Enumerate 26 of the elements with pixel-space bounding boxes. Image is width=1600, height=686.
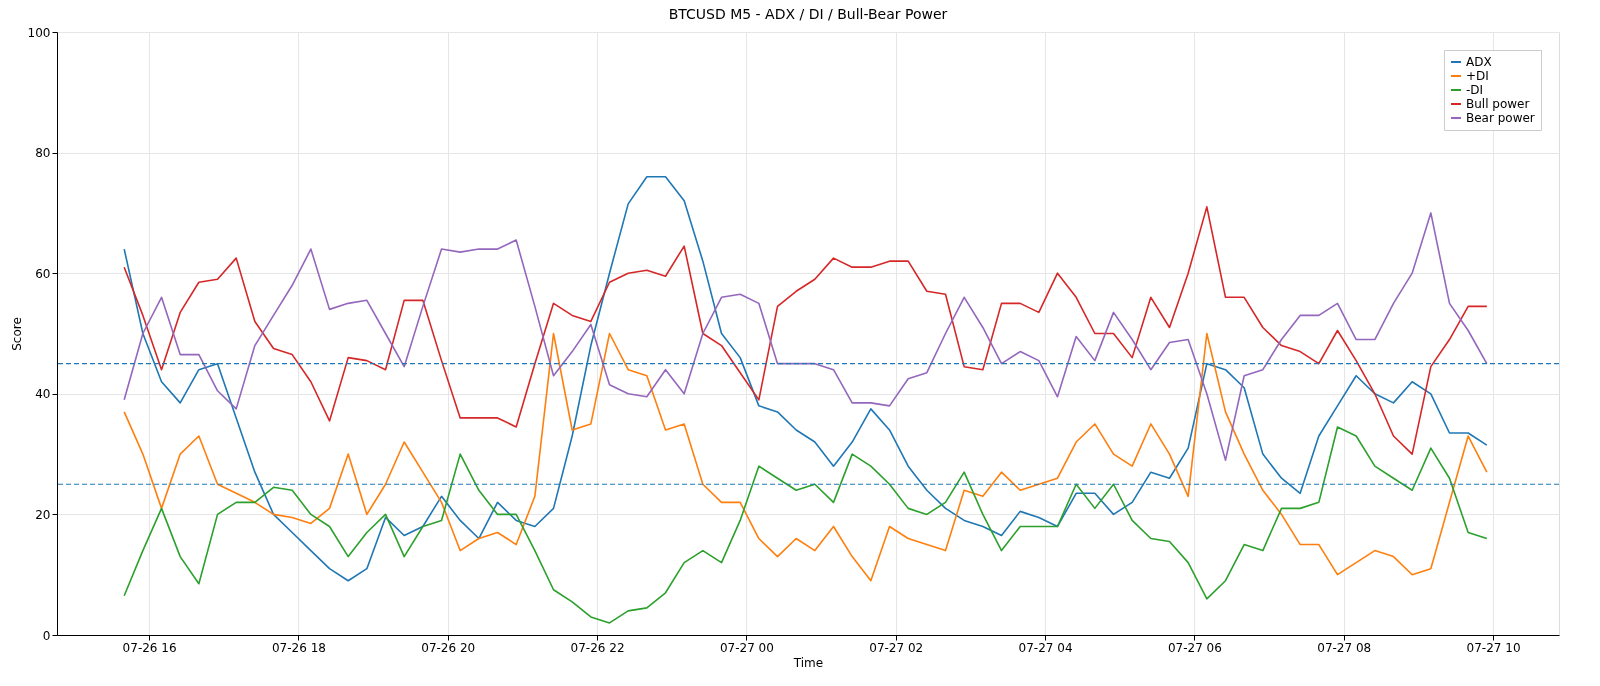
legend-label: +DI	[1466, 69, 1489, 83]
y-tick-label: 80	[35, 146, 51, 161]
x-tick-label: 07-26 20	[421, 640, 476, 655]
x-tick-label: 07-26 18	[271, 640, 326, 655]
x-tick-label: 07-27 02	[869, 640, 924, 655]
x-tick-label: 07-27 04	[1018, 640, 1073, 655]
x-tick-label: 07-27 06	[1167, 640, 1222, 655]
y-axis-title: Score	[9, 317, 24, 351]
y-tick-label: 100	[27, 25, 51, 40]
x-tick-label: 07-27 10	[1466, 640, 1521, 655]
line-series	[123, 332, 1488, 582]
x-axis-title: Time	[792, 655, 824, 670]
x-tick-label: 07-27 08	[1317, 640, 1372, 655]
y-tick-label: 0	[42, 628, 51, 643]
x-tick-label: 07-26 16	[122, 640, 177, 655]
legend-label: Bull power	[1466, 97, 1530, 111]
legend-label: -DI	[1466, 83, 1484, 97]
line-series	[123, 426, 1488, 624]
x-tick-label: 07-26 22	[570, 640, 625, 655]
y-tick-label: 20	[35, 507, 51, 522]
legend-label: ADX	[1466, 55, 1492, 69]
legend-label: Bear power	[1466, 111, 1535, 125]
y-tick-label: 40	[35, 387, 51, 402]
chart-title: BTCUSD M5 - ADX / DI / Bull-Bear Power	[668, 6, 948, 22]
y-tick-label: 60	[35, 266, 51, 281]
x-tick-label: 07-27 00	[719, 640, 774, 655]
